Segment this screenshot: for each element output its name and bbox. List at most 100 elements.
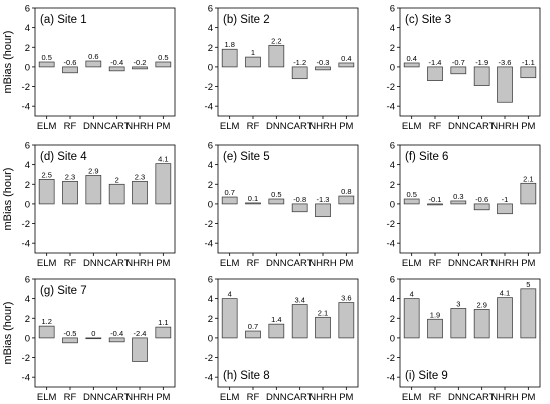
data-label: -3.6 [499,58,512,67]
data-label: 1.2 [41,317,51,326]
bar [155,163,172,205]
y-tick-label: 4 [25,23,30,34]
x-tick-label: RF [247,258,260,269]
bar [338,62,355,68]
bar [62,66,78,74]
data-label: 0.4 [341,54,351,63]
y-tick-label: 2 [390,314,395,325]
x-tick-label: RF [429,258,442,269]
y-axis-label: mBias (hour) [2,168,14,231]
y-tick-label: -2 [22,82,30,93]
data-label: -0.8 [293,195,306,204]
x-tick-label: CART [287,258,313,269]
bar [497,66,513,103]
y-tick-label: 0 [208,62,213,73]
x-tick-label: CART [469,258,495,269]
data-label: 0.7 [248,322,258,331]
y-tick-label: 2 [25,314,30,325]
bar [450,308,467,339]
y-tick-label: 0 [390,62,395,73]
panel-title: (f) Site 6 [405,151,448,163]
panel-title: (i) Site 9 [405,370,448,382]
y-tick-label: -4 [205,239,213,250]
data-label: 1.9 [430,310,440,319]
y-tick-label: 6 [25,4,30,15]
bar [427,203,443,206]
y-tick-label: 2 [390,180,395,191]
x-tick-label: NHRH [491,258,519,269]
bar [155,326,172,339]
panel-title: (a) Site 1 [40,14,87,26]
x-tick-label: NHRH [309,258,337,269]
bar [338,302,355,339]
panel-title: (h) Site 8 [223,370,270,382]
x-tick-label: PM [156,258,170,269]
y-tick-label: 2 [25,43,30,54]
panel-title: (d) Site 4 [40,151,87,163]
data-label: -1.1 [522,58,535,67]
bar [245,330,261,339]
y-tick-label: 2 [208,43,213,54]
chart-panel-2: -4 -2 0 2 4 6 1.8 ELM 1 RF 2.2 DNN -1.2 CART -0.3 NHRH 0… [205,4,359,132]
y-tick-label: 6 [208,275,213,286]
data-label: 5 [526,280,530,289]
x-tick-label: ELM [37,258,57,269]
bar [291,304,308,339]
bar [85,60,102,68]
data-label: -0.6 [64,58,77,67]
plot-frame [34,144,176,254]
x-tick-label: ELM [402,392,422,403]
x-tick-label: CART [469,392,495,403]
data-label: -1.4 [429,58,442,67]
bar [221,48,238,68]
x-tick-label: NHRH [309,121,337,132]
y-tick-label: 0 [208,333,213,344]
y-axis-label: mBias (hour) [2,31,14,94]
y-tick-label: 0 [208,199,213,210]
data-label: 3 [456,299,460,308]
x-tick-label: CART [104,258,130,269]
plot-frame [399,7,541,117]
x-tick-label: DNN [448,392,469,403]
y-tick-label: 2 [208,314,213,325]
y-tick-label: 2 [208,180,213,191]
bar [38,61,55,68]
data-label: 2.3 [65,172,75,181]
y-tick-label: -4 [387,102,395,113]
bar [221,298,238,339]
x-tick-label: DNN [266,121,287,132]
data-label: 2.9 [476,300,486,309]
x-tick-label: RF [247,392,260,403]
x-tick-label: NHRH [491,121,519,132]
y-tick-label: -4 [22,239,30,250]
x-tick-label: DNN [448,121,469,132]
bar [473,309,490,339]
data-label: 0.5 [158,53,168,62]
x-tick-label: DNN [448,258,469,269]
x-tick-label: RF [64,258,77,269]
data-label: 0.5 [271,190,281,199]
data-label: 0.1 [248,194,258,203]
data-label: 0.4 [406,54,416,63]
y-tick-label: -4 [22,102,30,113]
y-tick-label: 6 [390,4,395,15]
plot-frame [217,7,359,117]
bar [132,337,148,362]
y-tick-label: 4 [390,23,395,34]
bar [520,66,537,79]
panel-title: (g) Site 7 [40,285,87,297]
y-tick-label: 6 [25,141,30,152]
data-label: 1.8 [224,40,234,49]
x-tick-label: DNN [266,258,287,269]
y-tick-label: 4 [208,294,213,305]
x-tick-label: PM [339,258,353,269]
data-label: 3.4 [294,296,304,305]
bar [132,180,148,205]
bar [62,337,78,344]
bar [38,325,55,339]
bar [450,66,467,75]
data-label: 4.1 [500,289,510,298]
y-tick-label: -2 [205,82,213,93]
y-tick-label: -2 [205,219,213,230]
y-tick-label: -2 [387,353,395,364]
